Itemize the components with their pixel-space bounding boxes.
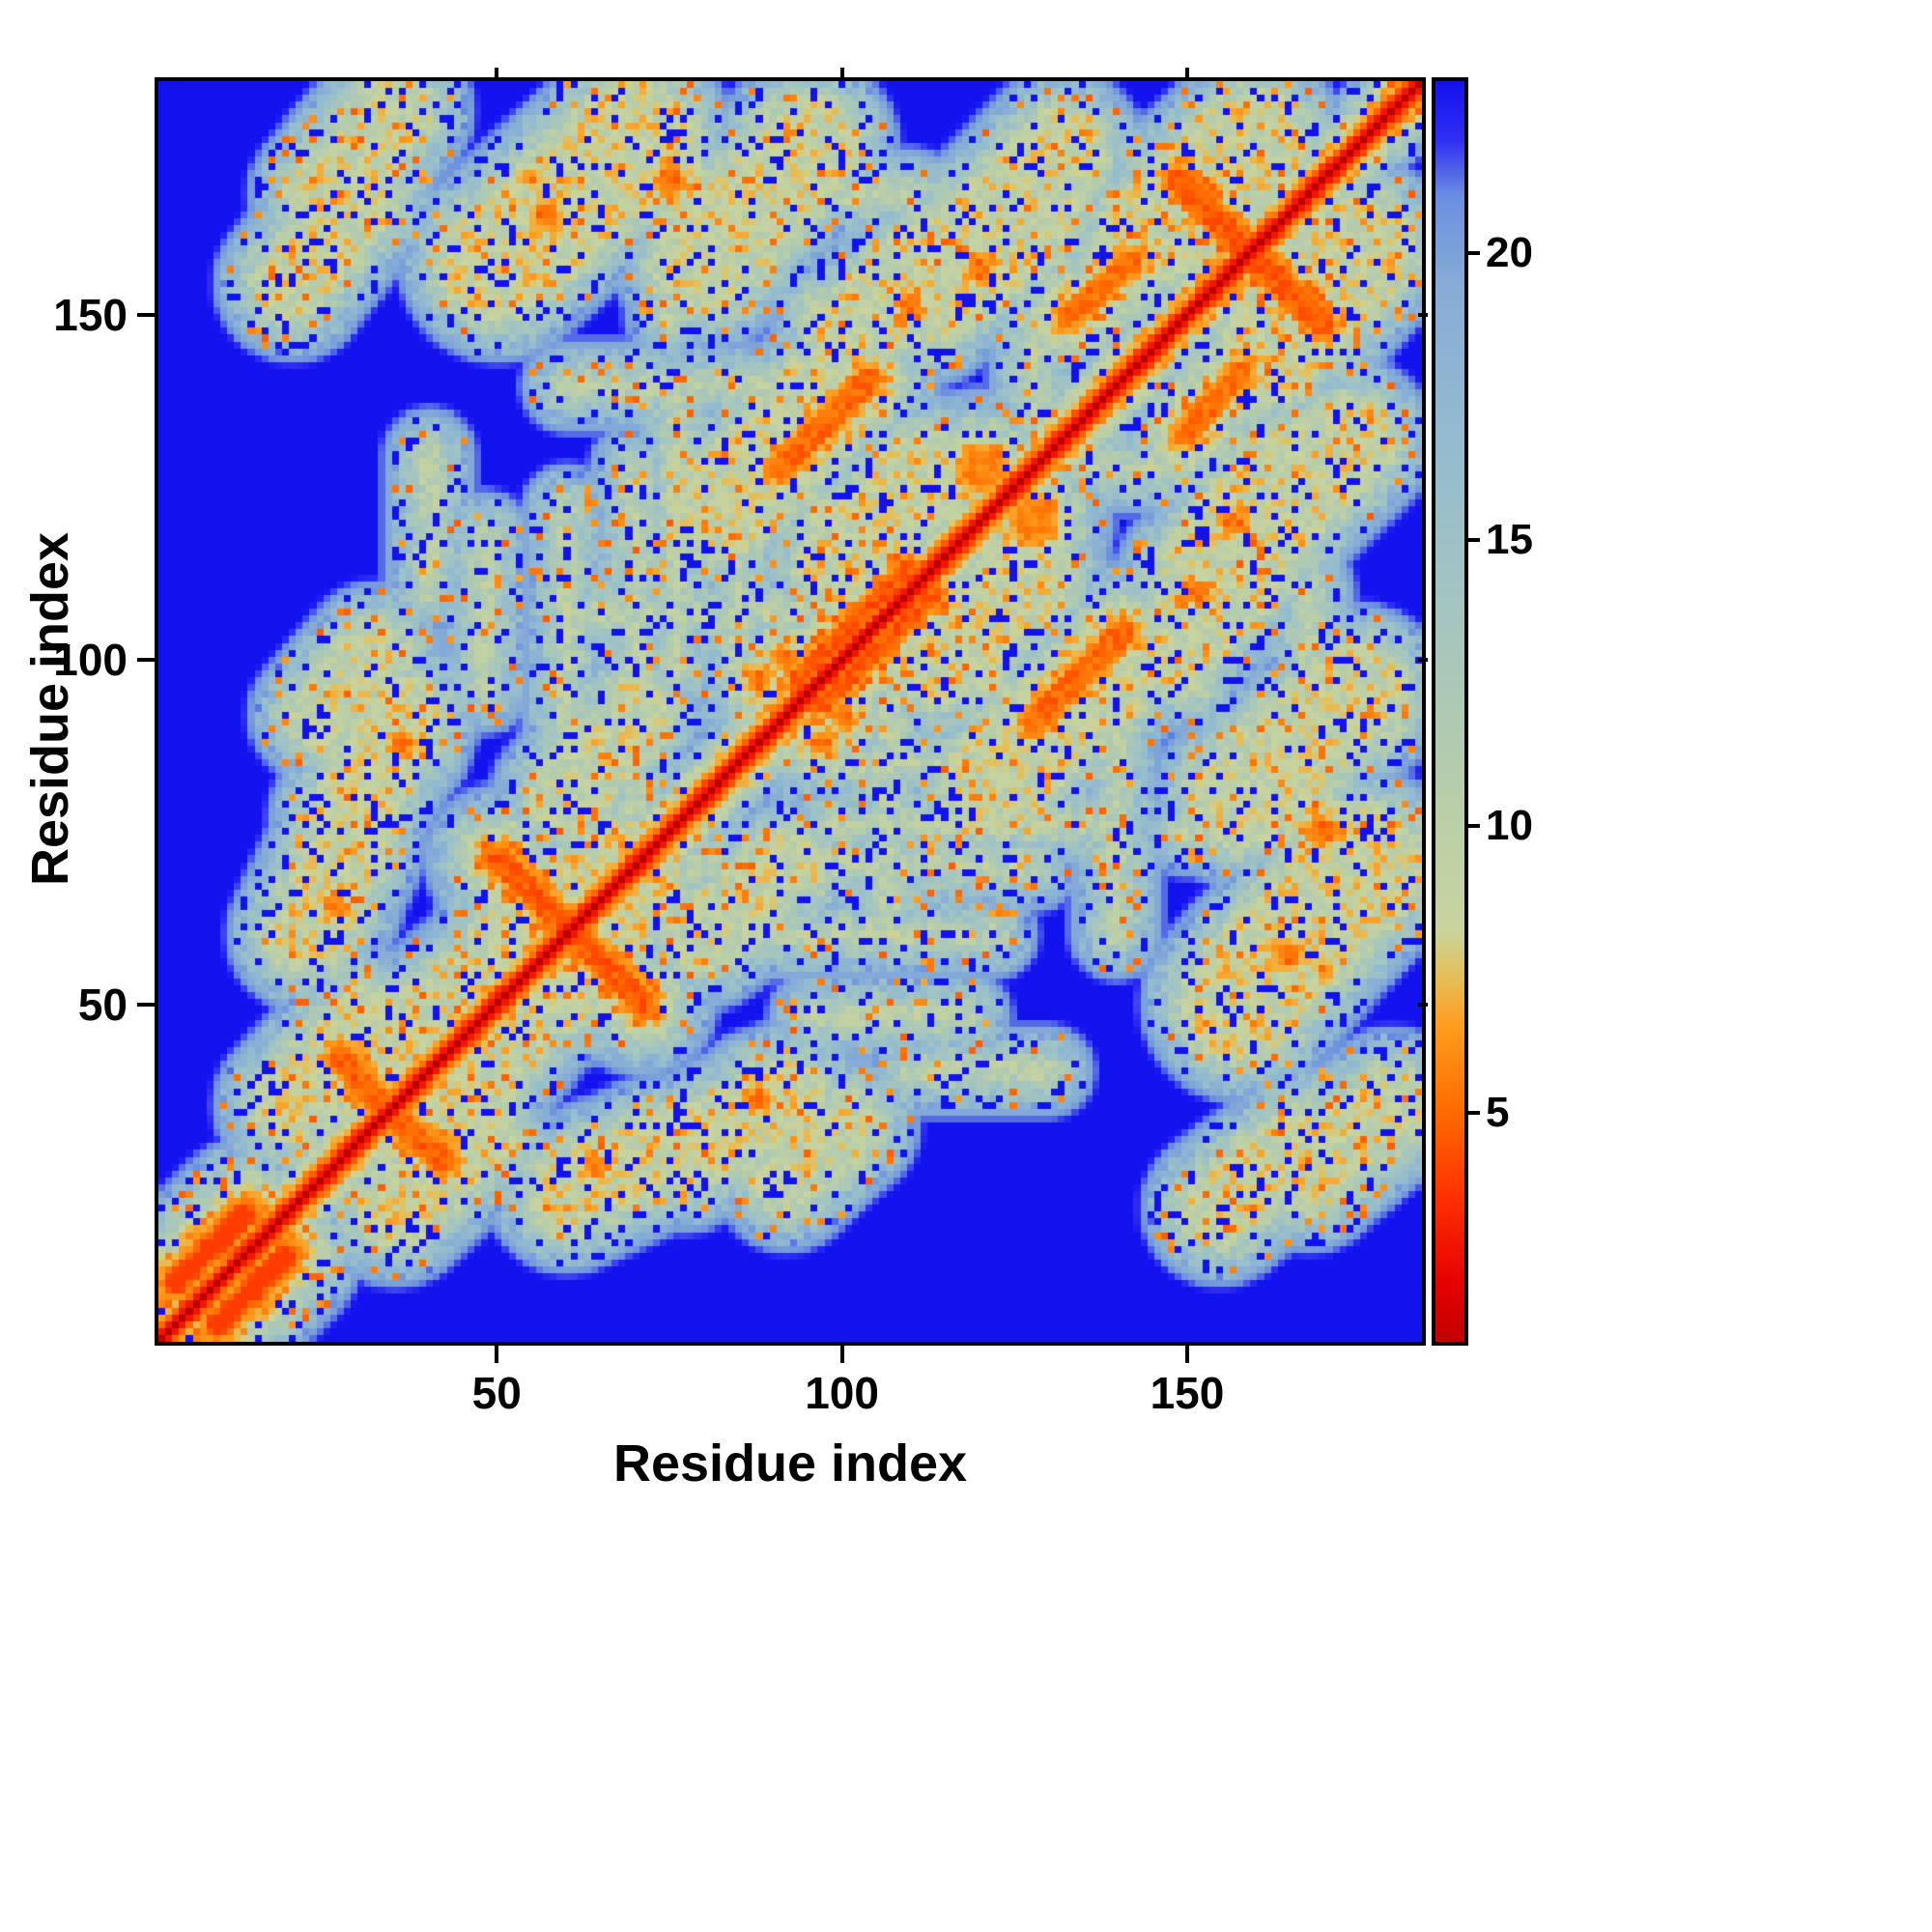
y-tick-label: 50 xyxy=(77,979,128,1030)
x-major-tick xyxy=(1184,1346,1189,1363)
x-top-tick xyxy=(1184,68,1189,77)
x-major-tick xyxy=(839,1346,844,1363)
y-major-tick xyxy=(137,1002,155,1007)
colorbar-tick-label: 10 xyxy=(1486,802,1533,850)
colorbar-tick xyxy=(1468,250,1480,255)
colorbar-canvas xyxy=(1435,81,1464,1342)
y-major-tick xyxy=(137,313,155,318)
colorbar-tick-label: 5 xyxy=(1486,1088,1510,1136)
y-right-tick xyxy=(1418,1002,1428,1007)
y-axis-title: Residue index xyxy=(21,531,79,887)
x-tick-label: 150 xyxy=(1150,1368,1225,1418)
y-tick-label: 100 xyxy=(53,635,128,686)
x-top-tick xyxy=(495,68,499,77)
heatmap-frame xyxy=(155,77,1426,1346)
colorbar-tick xyxy=(1468,824,1480,829)
x-axis-title: Residue index xyxy=(612,1435,968,1492)
x-major-tick xyxy=(495,1346,499,1363)
x-top-tick xyxy=(839,68,844,77)
colorbar-tick xyxy=(1468,1110,1480,1115)
colorbar-tick-label: 15 xyxy=(1486,515,1533,563)
x-tick-label: 50 xyxy=(471,1368,522,1418)
heatmap-canvas xyxy=(158,81,1422,1342)
y-major-tick xyxy=(137,658,155,663)
colorbar-tick-label: 20 xyxy=(1486,228,1533,276)
y-right-tick xyxy=(1418,658,1428,663)
x-tick-label: 100 xyxy=(805,1368,879,1418)
colorbar-tick xyxy=(1468,537,1480,542)
colorbar-frame xyxy=(1432,77,1468,1346)
y-tick-label: 150 xyxy=(53,290,128,341)
y-right-tick xyxy=(1418,313,1428,318)
